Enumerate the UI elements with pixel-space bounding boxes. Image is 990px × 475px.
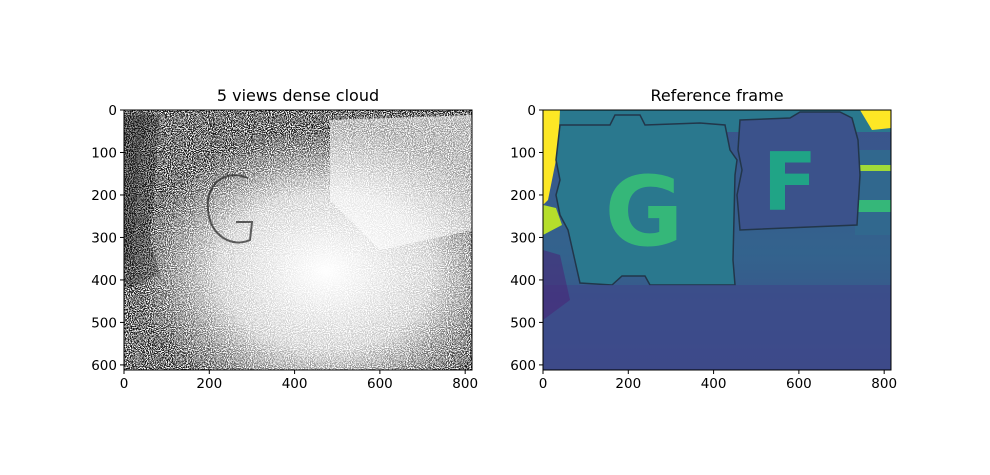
y-tick-label: 400 xyxy=(510,273,536,289)
panel-title: Reference frame xyxy=(650,86,783,105)
letter-g: G xyxy=(605,156,684,268)
x-tick-label: 600 xyxy=(786,376,812,392)
y-tick-label: 300 xyxy=(510,230,536,246)
x-tick-label: 200 xyxy=(615,376,641,392)
x-tick-label: 0 xyxy=(120,376,129,392)
y-tick-label: 500 xyxy=(91,315,117,331)
x-tick-label: 800 xyxy=(452,376,478,392)
x-tick-label: 0 xyxy=(539,376,548,392)
y-tick-label: 100 xyxy=(510,145,536,161)
panel-title: 5 views dense cloud xyxy=(217,86,379,105)
y-tick-label: 0 xyxy=(527,103,536,119)
dense-cloud-image xyxy=(124,110,472,370)
y-tick-label: 300 xyxy=(91,230,117,246)
panel-reference-frame: Reference frame G F 0 200 400 60 xyxy=(510,86,897,392)
y-tick-label: 600 xyxy=(91,358,117,374)
y-tick-label: 200 xyxy=(91,188,117,204)
y-tick-label: 0 xyxy=(108,103,117,119)
panel-dense-cloud: 5 views dense cloud 0 200 400 600 800 0 100 200… xyxy=(91,86,478,392)
x-tick-label: 200 xyxy=(196,376,222,392)
x-tick-label: 400 xyxy=(282,376,308,392)
reference-image: G F xyxy=(543,110,891,370)
y-tick-label: 100 xyxy=(91,145,117,161)
y-tick-label: 600 xyxy=(510,358,536,374)
x-tick-label: 600 xyxy=(367,376,393,392)
x-tick-label: 800 xyxy=(871,376,897,392)
x-tick-label: 400 xyxy=(701,376,727,392)
y-tick-label: 500 xyxy=(510,315,536,331)
y-tick-label: 400 xyxy=(91,273,117,289)
letter-f: F xyxy=(763,136,818,229)
y-tick-label: 200 xyxy=(510,188,536,204)
